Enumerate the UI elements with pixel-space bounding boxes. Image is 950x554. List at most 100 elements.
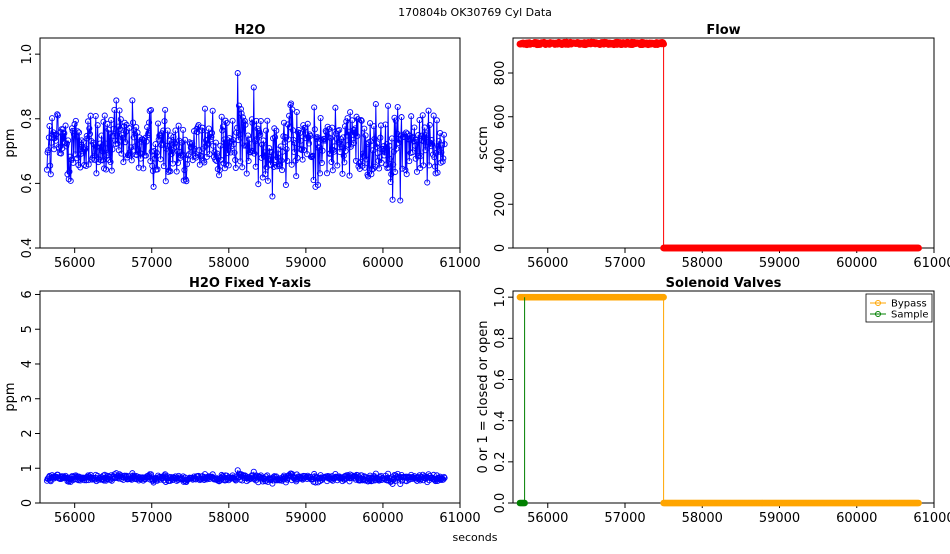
data-point — [415, 152, 422, 160]
data-point — [74, 155, 81, 162]
data-point — [441, 141, 448, 148]
data-point — [152, 141, 159, 148]
data-point — [165, 167, 173, 174]
data-point — [386, 155, 394, 163]
data-point — [107, 159, 114, 166]
data-point — [269, 193, 276, 200]
data-point — [397, 197, 404, 204]
data-point — [65, 137, 72, 144]
data-point — [173, 168, 180, 175]
data-point — [377, 122, 385, 129]
data-point — [45, 147, 52, 154]
data-point — [428, 137, 435, 144]
data-point — [437, 129, 444, 137]
data-point — [343, 118, 350, 125]
data-point — [379, 145, 386, 152]
data-point — [358, 116, 365, 124]
data-point — [363, 141, 370, 148]
y-axis-label: ppm — [3, 382, 18, 411]
data-point — [174, 148, 181, 155]
chart-title: H2O — [235, 23, 266, 38]
data-point — [198, 153, 205, 160]
data-point — [201, 159, 208, 166]
data-point — [318, 159, 325, 167]
data-point — [411, 124, 418, 131]
data-point — [76, 129, 83, 136]
data-point — [354, 133, 361, 140]
data-point — [915, 244, 922, 252]
data-point — [334, 127, 341, 134]
data-point — [305, 140, 313, 147]
data-point — [284, 157, 291, 164]
data-point — [84, 118, 92, 125]
data-point — [293, 173, 300, 180]
data-point — [164, 142, 171, 149]
data-point — [367, 120, 374, 127]
x-tick-label: 56000 — [54, 511, 95, 526]
x-tick-label: 59000 — [285, 511, 326, 526]
data-point — [146, 107, 153, 115]
data-point — [61, 130, 68, 137]
series-line — [520, 297, 526, 504]
data-point — [269, 480, 276, 487]
y-axis-label: ppm — [3, 128, 18, 157]
data-point — [182, 136, 189, 143]
data-point — [155, 120, 162, 127]
data-point — [431, 163, 439, 170]
data-point — [660, 293, 667, 301]
data-point — [237, 158, 244, 165]
data-point — [291, 140, 298, 147]
data-point — [392, 117, 399, 124]
data-point — [316, 170, 324, 177]
data-point — [277, 161, 284, 168]
y-tick-label: 0.8 — [20, 108, 35, 129]
data-point — [209, 107, 216, 114]
data-point — [235, 102, 243, 109]
data-point — [521, 499, 528, 507]
data-point — [305, 134, 312, 141]
data-point — [214, 150, 221, 157]
data-point — [201, 105, 209, 112]
data-point — [408, 134, 415, 141]
data-point — [391, 114, 398, 121]
data-point — [130, 134, 137, 141]
data-point — [65, 474, 72, 481]
data-point — [347, 109, 354, 116]
data-point — [219, 127, 226, 134]
data-point — [375, 157, 382, 164]
data-point — [98, 132, 105, 139]
data-point — [129, 119, 137, 126]
data-point — [279, 167, 286, 174]
data-point — [394, 470, 401, 477]
data-point — [183, 178, 190, 185]
x-tick-label: 56000 — [527, 256, 568, 271]
data-point — [62, 122, 69, 129]
x-tick-label: 59000 — [759, 256, 800, 271]
data-point — [342, 147, 349, 154]
data-point — [170, 133, 177, 141]
legend-label: Sample — [891, 310, 929, 321]
x-tick-label: 59000 — [285, 256, 326, 271]
data-point — [163, 145, 170, 152]
data-point — [150, 183, 157, 190]
data-point — [234, 124, 241, 131]
data-point — [311, 126, 318, 133]
data-point — [282, 181, 289, 189]
y-axis-label: sccm — [476, 126, 491, 160]
data-point — [309, 152, 316, 159]
data-point — [235, 137, 242, 144]
data-point — [417, 152, 424, 160]
data-point — [338, 143, 345, 150]
data-point — [47, 171, 54, 178]
data-point — [416, 117, 423, 124]
data-point — [293, 108, 300, 116]
x-tick-label: 60000 — [362, 256, 403, 271]
data-point — [413, 137, 420, 144]
data-point — [426, 162, 433, 169]
data-point — [253, 117, 260, 124]
x-tick-label: 60000 — [836, 511, 877, 526]
data-point — [208, 129, 216, 137]
y-axis-label: 0 or 1 = closed or open — [476, 320, 491, 473]
data-point — [83, 132, 90, 140]
data-point — [94, 122, 101, 129]
